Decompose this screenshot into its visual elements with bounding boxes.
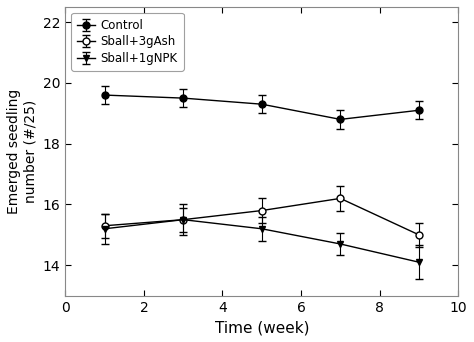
Y-axis label: Emerged seedling
number (#/25): Emerged seedling number (#/25) <box>7 89 37 214</box>
X-axis label: Time (week): Time (week) <box>215 320 309 335</box>
Legend: Control, Sball+3gAsh, Sball+1gNPK: Control, Sball+3gAsh, Sball+1gNPK <box>71 13 184 71</box>
